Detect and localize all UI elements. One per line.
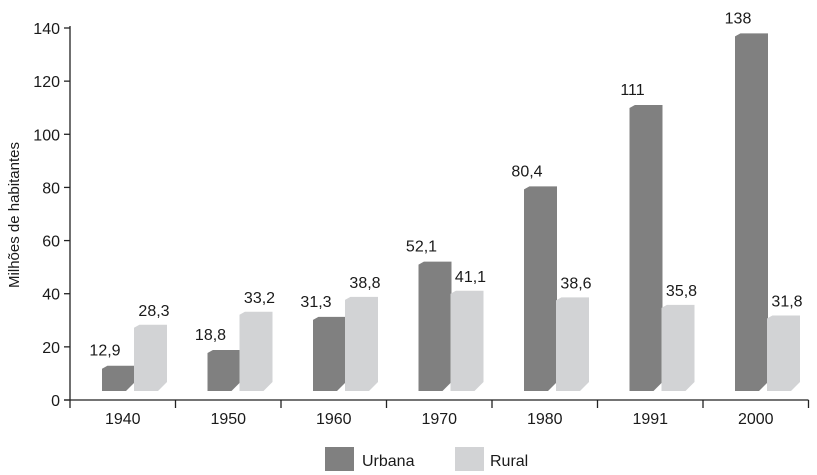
x-tick-label: 2000 [738,411,774,428]
bar-urbana [418,261,452,391]
bar-rural [345,296,378,391]
x-tick-label: 1991 [632,411,668,428]
bar-urbana [524,186,557,391]
bar-urbana [629,105,663,392]
axes: 0 20 40 60 80 100 120 140 1940 1950 1960 1970 1980 19… [33,21,810,428]
bars [102,33,800,392]
data-label-urbana: 111 [620,82,644,99]
y-tick-label: 20 [42,340,60,357]
data-label-rural: 38,8 [349,275,380,292]
y-tick-label: 0 [51,393,60,410]
data-label-urbana: 31,3 [300,294,331,311]
data-label-urbana: 18,8 [195,327,226,344]
x-tick-label: 1970 [421,411,457,428]
bar-rural [239,311,273,391]
data-label-urbana: 80,4 [511,163,542,180]
data-label-rural: 35,8 [666,283,697,300]
legend-label-rural: Rural [490,453,528,470]
data-label-urbana: 52,1 [406,239,437,256]
x-tick-label: 1960 [316,411,352,428]
y-tick-label: 40 [42,287,60,304]
data-labels: 12,9 28,3 18,8 33,2 31,3 38,8 52,1 41,1 80,4 38,6… [89,10,802,359]
data-label-rural: 38,6 [560,275,591,292]
bar-rural [661,304,695,391]
x-tick-label: 1940 [105,411,141,428]
bar-rural [767,315,800,391]
bar-urbana [735,33,768,392]
y-tick-label: 120 [33,74,60,91]
data-label-urbana: 138 [725,10,752,27]
legend: Urbana Rural [325,447,528,471]
legend-label-urbana: Urbana [362,453,415,470]
bar-rural [134,324,167,391]
legend-swatch-urbana [325,447,354,471]
data-label-rural: 28,3 [138,303,169,320]
y-tick-label: 60 [42,234,60,251]
y-tick-label: 80 [42,180,60,197]
x-tick-label: 1950 [210,411,246,428]
bar-rural [450,290,484,391]
bar-rural [556,297,589,391]
y-tick-label: 100 [33,127,60,144]
bar-urbana [207,350,241,391]
bar-urbana [102,365,135,391]
data-label-urbana: 12,9 [89,343,120,360]
legend-swatch-rural [455,447,484,471]
y-axis-title: Milhões de habitantes [6,142,23,288]
data-label-rural: 31,8 [771,294,802,311]
data-label-rural: 41,1 [455,269,486,286]
data-label-rural: 33,2 [244,290,275,307]
bar-urbana [313,316,346,391]
y-tick-label: 140 [33,21,60,38]
x-tick-label: 1980 [527,411,563,428]
